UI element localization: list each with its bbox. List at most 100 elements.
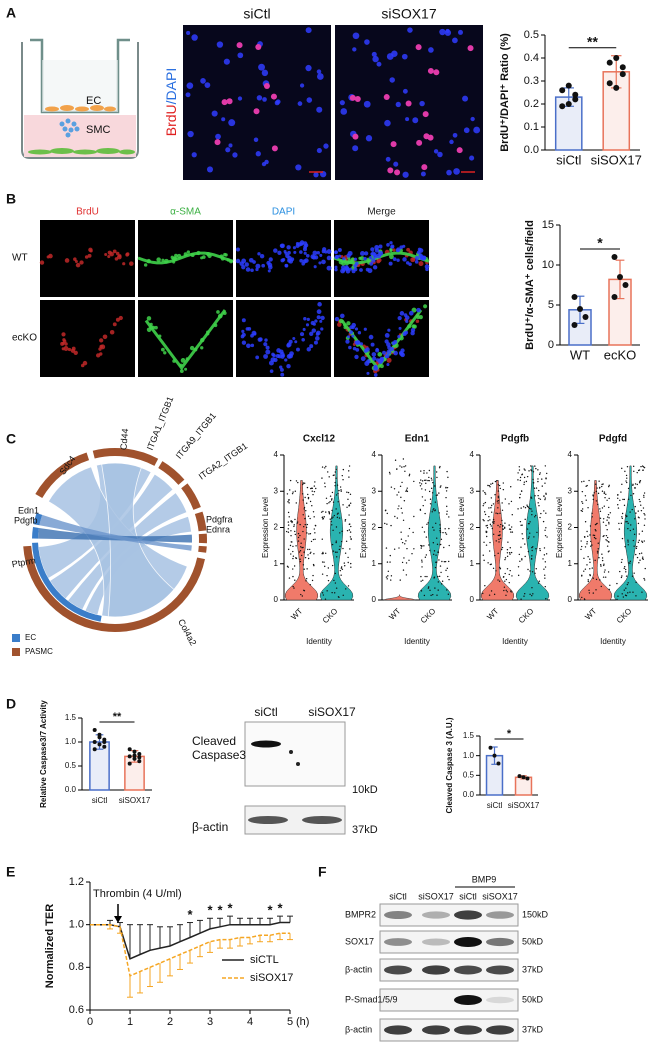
stain-dot xyxy=(122,262,126,266)
jitter-point xyxy=(636,545,638,548)
data-point xyxy=(613,55,620,61)
jitter-point xyxy=(510,500,513,503)
stain-dot xyxy=(415,319,420,323)
stain-dot xyxy=(344,265,349,270)
y-tick-label: 1 xyxy=(470,559,475,568)
nucleus xyxy=(185,92,191,98)
stain-dot xyxy=(246,343,251,349)
jitter-point xyxy=(302,564,305,566)
jitter-point xyxy=(594,529,597,531)
jitter-point xyxy=(490,504,493,507)
jitter-point xyxy=(405,540,407,542)
jitter-point xyxy=(347,561,349,564)
jitter-point xyxy=(292,550,294,553)
jitter-point xyxy=(606,540,608,542)
jitter-point xyxy=(527,506,530,508)
jitter-point xyxy=(302,514,304,516)
stain-dot xyxy=(349,330,353,335)
chord-label: Col4a2 xyxy=(176,617,198,647)
jitter-point xyxy=(627,592,629,594)
jitter-point xyxy=(522,506,525,508)
series-line xyxy=(90,921,290,960)
jitter-point xyxy=(408,473,411,476)
stain-dot xyxy=(301,338,305,342)
stain-dot xyxy=(247,327,252,331)
stain-dot xyxy=(64,342,68,346)
jitter-point xyxy=(531,587,533,589)
jitter-point xyxy=(497,512,499,515)
jitter-point xyxy=(422,579,424,581)
jitter-point xyxy=(293,525,295,528)
brdu-nucleus xyxy=(415,44,422,51)
stain-dot xyxy=(351,334,355,338)
jitter-point xyxy=(393,488,396,490)
data-point xyxy=(622,282,629,288)
jitter-point xyxy=(426,472,428,474)
jitter-point xyxy=(535,467,537,470)
jitter-point xyxy=(637,510,639,512)
jitter-point xyxy=(602,521,605,523)
jitter-point xyxy=(627,487,630,490)
band xyxy=(486,1025,514,1035)
jitter-point xyxy=(640,552,643,554)
jitter-point xyxy=(596,522,598,525)
jitter-point xyxy=(344,518,347,521)
jitter-point xyxy=(335,494,338,496)
jitter-point xyxy=(297,536,300,539)
y-tick-label: 3 xyxy=(372,486,377,495)
stain-dot xyxy=(280,367,284,372)
jitter-point xyxy=(495,540,497,542)
column-label: siCtl xyxy=(243,6,270,22)
jitter-point xyxy=(398,547,400,549)
jitter-point xyxy=(605,524,607,527)
jitter-point xyxy=(287,531,290,533)
stain-dot xyxy=(273,248,278,253)
jitter-point xyxy=(493,593,496,596)
jitter-point xyxy=(505,578,508,581)
treatment-label: BMP9 xyxy=(472,874,497,884)
stain-dot xyxy=(286,245,291,250)
significance-label: * xyxy=(217,903,223,918)
jitter-point xyxy=(399,465,401,467)
jitter-point xyxy=(403,466,405,468)
jitter-point xyxy=(586,540,588,543)
jitter-point xyxy=(439,527,441,530)
stain-dot xyxy=(184,367,188,371)
nucleus xyxy=(363,100,371,108)
band xyxy=(422,911,450,919)
jitter-point xyxy=(428,479,430,482)
jitter-point xyxy=(502,525,504,527)
jitter-point xyxy=(420,479,422,481)
jitter-point xyxy=(312,511,315,513)
jitter-point xyxy=(325,552,327,554)
jitter-point xyxy=(596,550,599,552)
jitter-point xyxy=(287,548,290,551)
jitter-point xyxy=(492,518,495,521)
jitter-point xyxy=(536,531,538,534)
jitter-point xyxy=(339,545,341,547)
jitter-point xyxy=(340,490,342,492)
significance-label: * xyxy=(227,901,233,916)
nucleus xyxy=(407,27,413,33)
jitter-point xyxy=(621,575,623,577)
series-line xyxy=(90,923,290,977)
nucleus xyxy=(228,119,236,127)
jitter-point xyxy=(608,521,610,524)
violin xyxy=(480,480,515,601)
stain-dot xyxy=(398,326,402,330)
jitter-point xyxy=(544,529,546,532)
jitter-point xyxy=(291,521,293,524)
legend-label: siCTL xyxy=(250,954,279,966)
jitter-point xyxy=(303,590,306,592)
jitter-point xyxy=(632,493,635,495)
data-point xyxy=(606,59,613,66)
stain-dot xyxy=(418,315,423,320)
jitter-point xyxy=(502,528,504,530)
nucleus xyxy=(376,61,382,67)
jitter-point xyxy=(544,497,547,499)
jitter-point xyxy=(629,560,632,563)
jitter-point xyxy=(429,498,432,500)
jitter-point xyxy=(433,485,436,487)
jitter-point xyxy=(439,486,442,488)
stain-dot xyxy=(414,255,420,261)
